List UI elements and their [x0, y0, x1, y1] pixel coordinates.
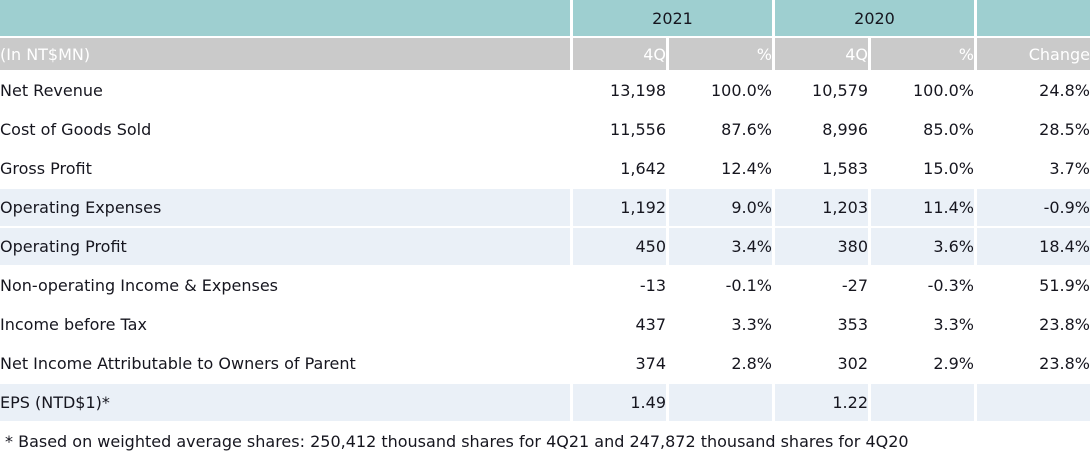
row-label: Net Income Attributable to Owners of Par… [0, 345, 570, 382]
value-pct21: 2.8% [669, 345, 772, 382]
value-change: 18.4% [977, 228, 1090, 265]
value-4q21: 450 [573, 228, 666, 265]
value-pct21: -0.1% [669, 267, 772, 304]
col-header-4q-2021: 4Q [573, 38, 666, 70]
value-pct20: 3.3% [871, 306, 974, 343]
column-header-row: (In NT$MN) 4Q % 4Q % Change [0, 38, 1090, 70]
row-label: Net Revenue [0, 72, 570, 109]
value-pct21 [669, 384, 772, 421]
value-4q21: 13,198 [573, 72, 666, 109]
value-4q20: 353 [775, 306, 868, 343]
quarterly-results-table: 2021 2020 (In NT$MN) 4Q % 4Q % Change Ne… [0, 0, 1090, 421]
value-change: -0.9% [977, 189, 1090, 226]
row-label: Gross Profit [0, 150, 570, 187]
value-pct20: 11.4% [871, 189, 974, 226]
value-4q20: 302 [775, 345, 868, 382]
value-change [977, 384, 1090, 421]
col-header-pct-2021: % [669, 38, 772, 70]
col-header-change: Change [977, 38, 1090, 70]
table-row-eps: EPS (NTD$1)* 1.49 1.22 [0, 384, 1090, 421]
year-header-2020: 2020 [775, 0, 974, 36]
value-pct21: 3.3% [669, 306, 772, 343]
value-change: 51.9% [977, 267, 1090, 304]
value-4q21: 1,192 [573, 189, 666, 226]
value-change: 24.8% [977, 72, 1090, 109]
value-pct21: 9.0% [669, 189, 772, 226]
value-4q20: 10,579 [775, 72, 868, 109]
shares-footnote: * Based on weighted average shares: 250,… [5, 432, 909, 451]
value-pct20: 2.9% [871, 345, 974, 382]
value-4q20: 8,996 [775, 111, 868, 148]
value-pct20: 100.0% [871, 72, 974, 109]
value-4q21: 374 [573, 345, 666, 382]
year-header-2021: 2021 [573, 0, 772, 36]
value-pct20: 85.0% [871, 111, 974, 148]
value-4q20: 1.22 [775, 384, 868, 421]
year-header-change-spacer [977, 0, 1090, 36]
value-pct20: -0.3% [871, 267, 974, 304]
table-row-operating-profit: Operating Profit 450 3.4% 380 3.6% 18.4% [0, 228, 1090, 265]
value-pct20: 3.6% [871, 228, 974, 265]
value-change: 28.5% [977, 111, 1090, 148]
value-4q21: -13 [573, 267, 666, 304]
value-4q21: 1.49 [573, 384, 666, 421]
value-4q20: 1,583 [775, 150, 868, 187]
table-row-net-income: Net Income Attributable to Owners of Par… [0, 345, 1090, 382]
value-4q21: 11,556 [573, 111, 666, 148]
row-label: Operating Profit [0, 228, 570, 265]
table-row-cogs: Cost of Goods Sold 11,556 87.6% 8,996 85… [0, 111, 1090, 148]
value-pct20: 15.0% [871, 150, 974, 187]
unit-label: (In NT$MN) [0, 38, 570, 70]
row-label: Non-operating Income & Expenses [0, 267, 570, 304]
value-4q20: 1,203 [775, 189, 868, 226]
row-label: Income before Tax [0, 306, 570, 343]
value-change: 3.7% [977, 150, 1090, 187]
value-4q21: 1,642 [573, 150, 666, 187]
value-4q21: 437 [573, 306, 666, 343]
value-4q20: 380 [775, 228, 868, 265]
col-header-pct-2020: % [871, 38, 974, 70]
table-row-non-operating: Non-operating Income & Expenses -13 -0.1… [0, 267, 1090, 304]
table-row-net-revenue: Net Revenue 13,198 100.0% 10,579 100.0% … [0, 72, 1090, 109]
table-row-operating-expenses: Operating Expenses 1,192 9.0% 1,203 11.4… [0, 189, 1090, 226]
year-header-spacer [0, 0, 570, 36]
value-4q20: -27 [775, 267, 868, 304]
value-pct21: 100.0% [669, 72, 772, 109]
value-pct21: 12.4% [669, 150, 772, 187]
value-change: 23.8% [977, 306, 1090, 343]
value-pct21: 87.6% [669, 111, 772, 148]
value-pct20 [871, 384, 974, 421]
year-header-row: 2021 2020 [0, 0, 1090, 36]
row-label: Operating Expenses [0, 189, 570, 226]
value-pct21: 3.4% [669, 228, 772, 265]
table-row-gross-profit: Gross Profit 1,642 12.4% 1,583 15.0% 3.7… [0, 150, 1090, 187]
row-label: Cost of Goods Sold [0, 111, 570, 148]
col-header-4q-2020: 4Q [775, 38, 868, 70]
table-row-income-before-tax: Income before Tax 437 3.3% 353 3.3% 23.8… [0, 306, 1090, 343]
row-label: EPS (NTD$1)* [0, 384, 570, 421]
value-change: 23.8% [977, 345, 1090, 382]
